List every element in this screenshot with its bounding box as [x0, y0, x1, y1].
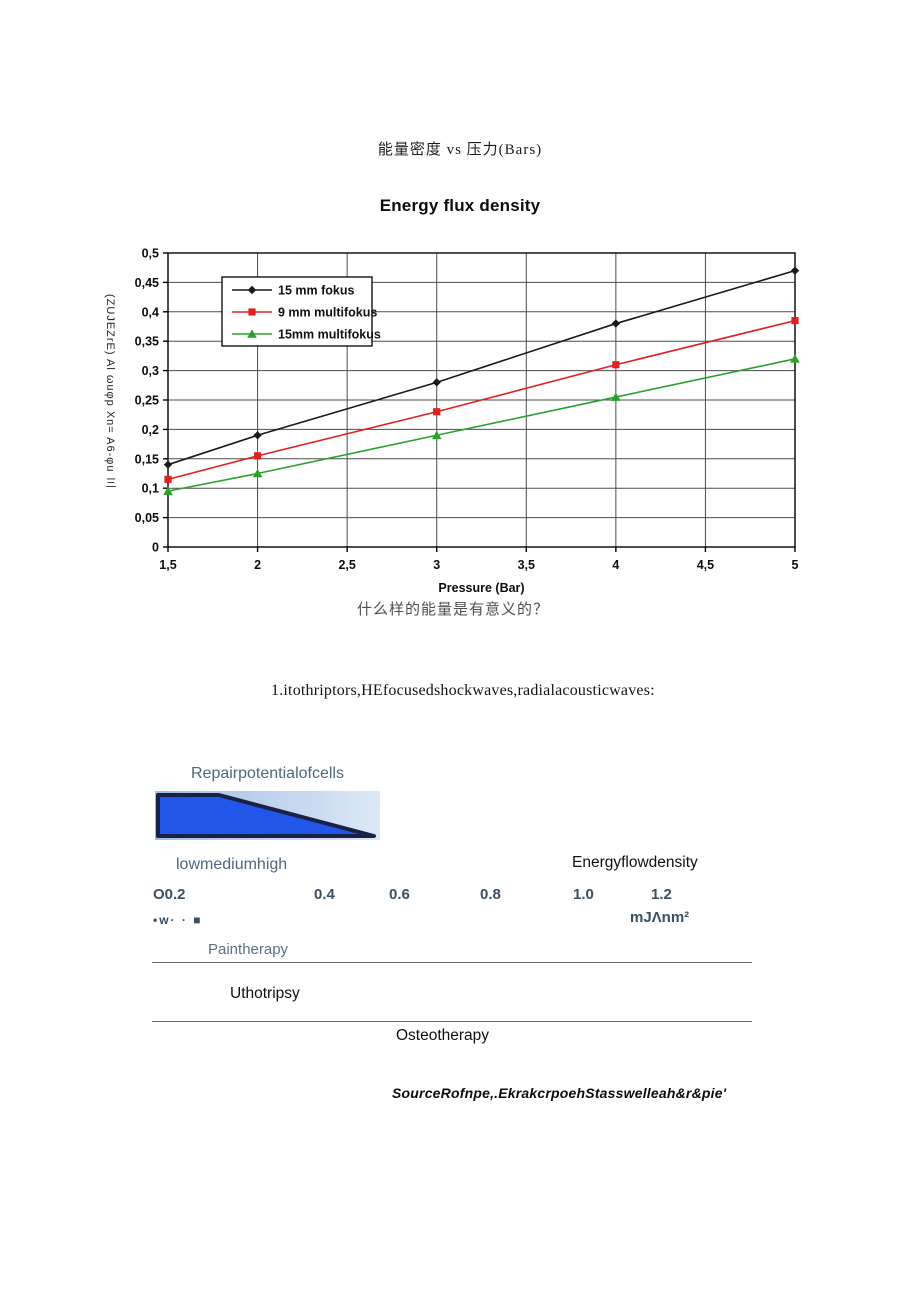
y-tick-label: 0,5 — [142, 247, 159, 261]
y-tick-label: 0,1 — [142, 482, 159, 496]
scale-tick: 1.0 — [573, 886, 594, 903]
chart-y-axis-label: (ZUJEZrE) Al ωuφp Xn= A6-φu 三 — [104, 294, 116, 489]
marker-square — [791, 317, 799, 325]
marker-triangle — [790, 354, 800, 363]
series-line — [167, 358, 796, 492]
question-text-cn: 什么样的能量是有意义的？ — [357, 602, 550, 618]
low-medium-high-label: lowmediumhigh — [176, 856, 288, 873]
x-tick-label: 4,5 — [697, 558, 714, 572]
y-tick-label: 0,45 — [135, 276, 159, 290]
marker-diamond — [163, 460, 173, 469]
wedge-shape — [156, 793, 376, 838]
y-tick-label: 0 — [152, 541, 159, 555]
x-tick-label: 3,5 — [518, 558, 535, 572]
marker-triangle — [431, 430, 442, 440]
unit-label: mJΛnm² — [630, 909, 690, 926]
legend-label: 15mm multifokus — [278, 328, 381, 342]
y-tick-label: 0,4 — [142, 305, 159, 319]
x-tick-label: 2,5 — [338, 558, 355, 572]
x-tick-label: 3 — [433, 558, 440, 572]
marker-square — [253, 452, 262, 460]
lithotripsy-label: Uthotripsy — [230, 985, 300, 1002]
y-tick-label: 0,25 — [135, 394, 159, 408]
marker-diamond — [432, 378, 441, 387]
scale-tick: O0.2 — [153, 886, 186, 903]
marker-square — [248, 308, 256, 316]
x-tick-label: 1,5 — [159, 558, 176, 572]
x-axis-title: Pressure (Bar) — [438, 581, 524, 595]
osteotherapy-label: Osteotherapy — [396, 1027, 490, 1044]
scale-tick: 1.2 — [651, 886, 672, 903]
y-tick-label: 0,05 — [135, 511, 159, 525]
chart-title: Energy flux density — [379, 196, 541, 215]
x-tick-label: 2 — [254, 558, 261, 572]
pain-therapy-label: Paintherapy — [208, 941, 289, 958]
y-tick-label: 0,3 — [142, 364, 159, 378]
divider-line — [152, 1021, 752, 1022]
source-citation: SourceRofnpe,.EkrakcrpoehStasswelleah&r&… — [392, 1085, 727, 1101]
energy-flow-density-label: Energyflowdensity — [572, 854, 698, 871]
marker-square — [164, 475, 172, 483]
y-tick-label: 0,2 — [142, 423, 159, 437]
marker-triangle — [247, 329, 257, 338]
marker-diamond — [253, 431, 262, 440]
marker-square — [433, 408, 441, 416]
x-tick-label: 4 — [612, 558, 619, 572]
small-glyph-row: •w· · ■ — [153, 913, 203, 927]
repair-potential-label: Repairpotentialofcells — [191, 765, 344, 782]
scale-tick: 0.8 — [480, 886, 501, 903]
x-tick-label: 5 — [792, 558, 799, 572]
page-title-cn: 能量密度 vs 压力(Bars) — [377, 142, 543, 158]
y-tick-label: 0,35 — [135, 335, 159, 349]
energy-flux-chart: 1,5 2 2,5 3 3,5 4 4,5 5 0 0,05 0,1 0,15 0,2 0,25 0,3 0,… — [135, 247, 800, 595]
intro-line-text: 1.itothriptors,HEfocusedshockwaves,radia… — [271, 682, 655, 699]
legend-label: 15 mm fokus — [278, 284, 354, 298]
y-tick-label: 0,15 — [135, 452, 159, 466]
marker-diamond — [790, 266, 800, 275]
legend-label: 9 mm multifokus — [278, 306, 377, 320]
marker-square — [612, 361, 620, 369]
marker-diamond — [611, 319, 621, 328]
marker-triangle — [252, 468, 263, 478]
marker-diamond — [247, 285, 257, 295]
scale-tick: 0.4 — [314, 886, 335, 903]
energy-wedge-figure — [155, 791, 380, 840]
marker-triangle — [163, 486, 173, 495]
divider-line — [152, 962, 752, 963]
scale-tick: 0.6 — [389, 886, 410, 903]
marker-triangle — [611, 392, 621, 401]
